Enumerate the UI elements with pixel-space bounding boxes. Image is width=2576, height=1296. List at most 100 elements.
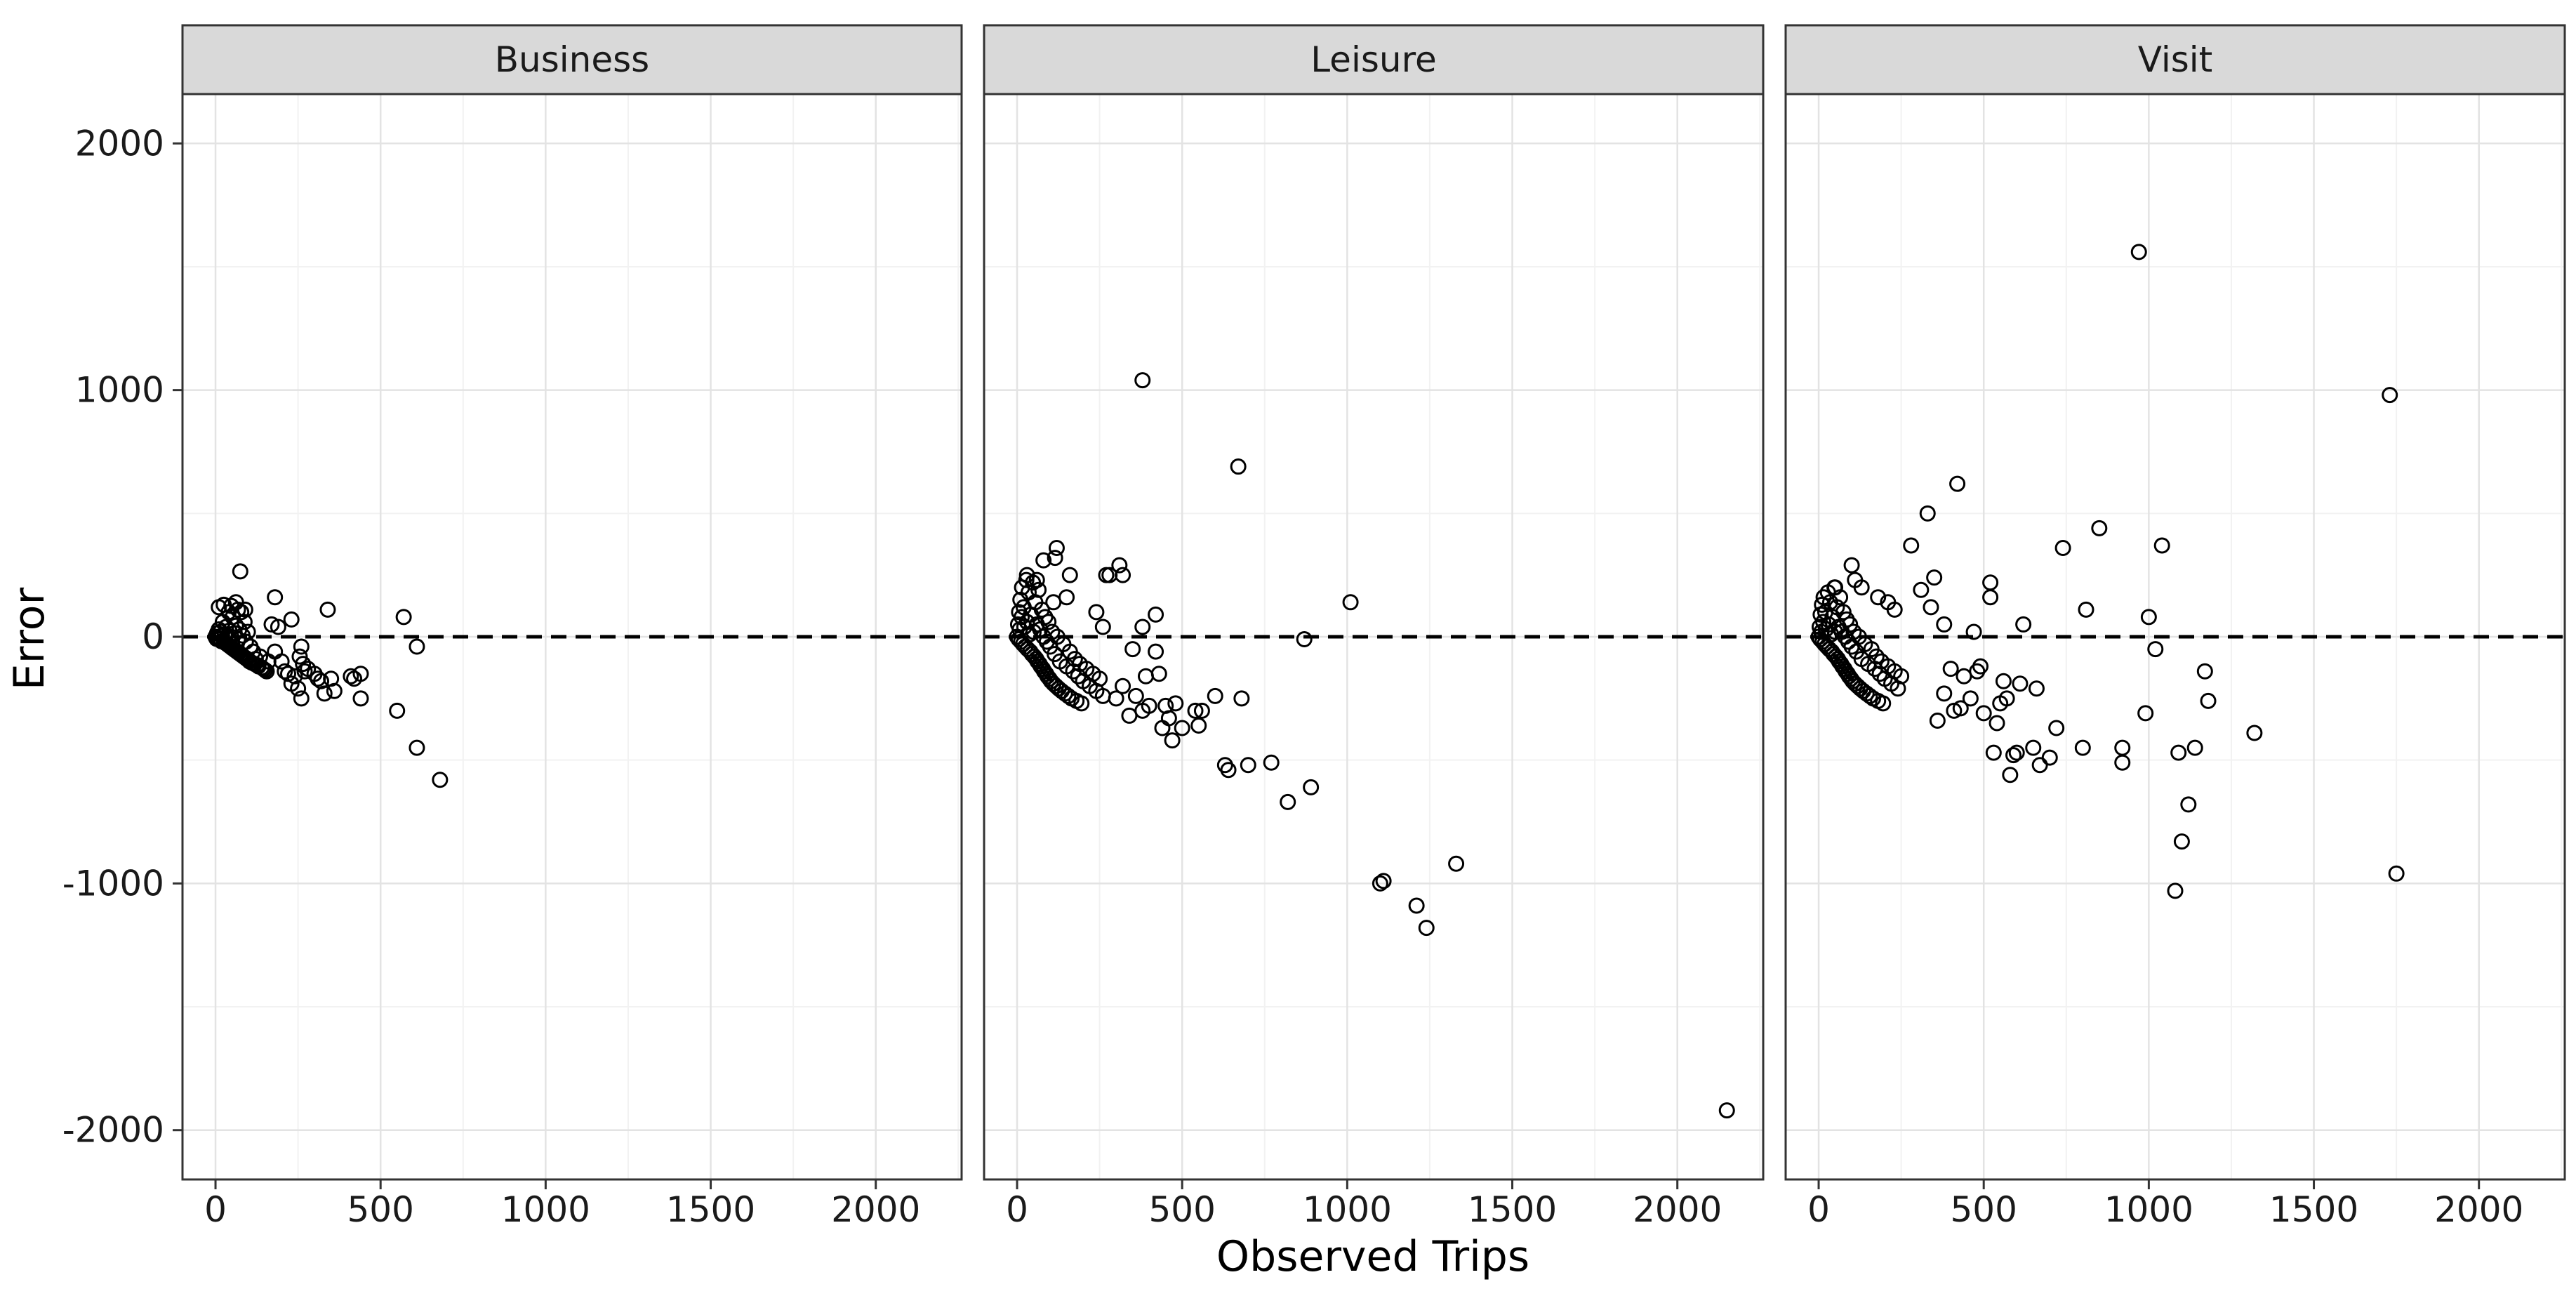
data-point — [1418, 920, 1435, 937]
data-point — [296, 663, 313, 680]
x-tick-label: 0 — [1807, 1189, 1830, 1230]
data-point — [1164, 732, 1181, 749]
data-point — [1193, 702, 1210, 719]
data-point — [293, 638, 310, 655]
data-point — [1058, 589, 1075, 606]
panel-border — [181, 93, 963, 1181]
x-tick-label: 2000 — [2434, 1189, 2523, 1230]
data-point — [2140, 609, 2157, 626]
data-point — [2388, 865, 2405, 882]
data-point — [1952, 700, 1969, 717]
y-axis-title: Error — [5, 588, 54, 691]
data-point — [326, 682, 343, 699]
data-point — [1372, 875, 1388, 892]
data-point — [1985, 744, 2002, 761]
data-point — [2078, 601, 2094, 618]
data-point — [352, 690, 369, 707]
data-point — [1998, 690, 2015, 707]
data-point — [409, 739, 425, 756]
x-tick-label: 500 — [347, 1189, 413, 1230]
data-point — [2028, 680, 2045, 697]
data-point — [1965, 623, 1982, 640]
data-point — [2382, 387, 2398, 404]
data-point — [2048, 720, 2065, 736]
data-point — [1091, 670, 1108, 687]
data-point — [1035, 552, 1052, 569]
data-point — [267, 589, 284, 606]
data-point — [1018, 567, 1035, 583]
data-point — [1030, 581, 1047, 598]
data-point — [1230, 458, 1247, 475]
data-point — [2002, 767, 2019, 783]
data-point — [395, 609, 412, 626]
data-point — [1014, 609, 1030, 626]
data-point — [236, 614, 253, 630]
x-tick-label: 1000 — [2104, 1189, 2193, 1230]
data-point — [1073, 695, 1090, 712]
data-point — [1148, 606, 1164, 623]
x-tick-label: 2000 — [831, 1189, 920, 1230]
data-point — [2012, 675, 2029, 692]
data-point — [1028, 571, 1045, 588]
data-point — [1088, 604, 1105, 621]
data-point — [2180, 796, 2197, 813]
data-point — [1975, 705, 1992, 722]
data-point — [1942, 661, 1959, 677]
data-point — [319, 601, 336, 618]
data-point — [1870, 589, 1887, 606]
data-point — [1303, 779, 1320, 795]
x-tick-label: 1000 — [501, 1189, 590, 1230]
data-point — [1207, 687, 1223, 704]
data-point — [239, 623, 256, 640]
data-point — [2196, 663, 2213, 680]
data-point — [283, 611, 300, 628]
x-tick-label: 1000 — [1303, 1189, 1392, 1230]
data-point — [270, 619, 286, 635]
y-tick-label: -1000 — [62, 863, 164, 904]
data-point — [2130, 244, 2147, 260]
y-tick-label: -2000 — [62, 1110, 164, 1151]
data-point — [1108, 690, 1124, 707]
data-point — [1832, 589, 1849, 606]
data-point — [1124, 641, 1141, 658]
data-point — [2167, 882, 2184, 899]
data-point — [1936, 616, 1953, 633]
data-point — [1040, 614, 1057, 630]
data-point — [1094, 619, 1111, 635]
data-point — [432, 772, 449, 788]
data-point — [1936, 685, 1953, 702]
data-point — [1827, 579, 1844, 596]
x-axis-title: Observed Trips — [1216, 1232, 1529, 1281]
data-point — [290, 680, 307, 697]
data-point — [1134, 372, 1151, 389]
data-point — [1923, 599, 1939, 616]
data-point — [352, 666, 369, 682]
data-point — [258, 663, 275, 680]
data-point — [409, 638, 425, 655]
data-point — [1115, 677, 1131, 694]
data-point — [291, 648, 308, 665]
data-point — [1868, 648, 1885, 665]
facet-strip — [983, 24, 1765, 95]
data-point — [2008, 744, 2025, 761]
data-point — [1296, 631, 1313, 648]
data-point — [1263, 754, 1280, 771]
data-point — [1111, 557, 1128, 574]
x-tick-label: 500 — [1148, 1189, 1215, 1230]
data-point — [2091, 520, 2108, 536]
data-point — [1060, 687, 1077, 704]
data-point — [230, 601, 246, 618]
data-point — [1240, 757, 1256, 774]
data-point — [232, 563, 248, 580]
x-tick-label: 1500 — [666, 1189, 755, 1230]
data-point — [1134, 619, 1151, 635]
data-point — [2170, 744, 2187, 761]
data-point — [1061, 567, 1078, 583]
data-point — [2186, 739, 2203, 756]
x-tick-label: 500 — [1950, 1189, 2017, 1230]
data-point — [2153, 537, 2170, 554]
data-point — [2246, 725, 2263, 741]
data-point — [2173, 833, 2190, 850]
data-point — [1160, 710, 1177, 727]
